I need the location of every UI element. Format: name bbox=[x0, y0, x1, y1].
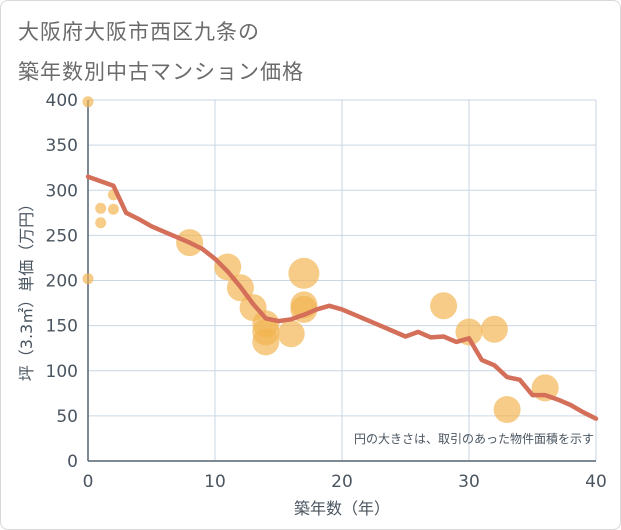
chart-title-line1: 大阪府大阪市西区九条の bbox=[18, 20, 260, 44]
y-tick-label: 400 bbox=[46, 91, 78, 111]
data-bubble bbox=[430, 292, 458, 320]
chart-title-line2: 築年数別中古マンション価格 bbox=[18, 60, 304, 84]
y-axis-title: 坪（3.3㎡）単価（万円） bbox=[17, 196, 36, 381]
y-tick-label: 300 bbox=[46, 181, 78, 201]
x-tick-label: 10 bbox=[204, 472, 226, 492]
data-bubble bbox=[107, 203, 119, 215]
trend-line bbox=[85, 174, 599, 421]
x-axis-title: 築年数（年） bbox=[294, 499, 390, 518]
size-annotation: 円の大きさは、取引のあった物件面積を示す bbox=[354, 431, 594, 446]
y-tick-label: 250 bbox=[46, 226, 78, 246]
data-bubble bbox=[82, 96, 94, 108]
x-tick-label: 20 bbox=[331, 472, 353, 492]
data-bubble bbox=[480, 315, 508, 343]
y-tick-label: 0 bbox=[67, 452, 78, 472]
data-bubble bbox=[82, 273, 94, 285]
y-tick-label: 350 bbox=[46, 136, 78, 156]
data-bubble bbox=[95, 217, 107, 229]
data-bubble bbox=[214, 253, 242, 281]
y-tick-label: 150 bbox=[46, 317, 78, 337]
data-bubble bbox=[288, 257, 320, 289]
x-tick-label: 30 bbox=[458, 472, 480, 492]
x-tick-label: 0 bbox=[83, 472, 94, 492]
data-bubble bbox=[95, 202, 107, 214]
y-tick-label: 100 bbox=[46, 362, 78, 382]
data-bubble bbox=[252, 328, 280, 356]
y-tick-label: 50 bbox=[56, 407, 78, 427]
y-tick-label: 200 bbox=[46, 272, 78, 292]
data-bubble bbox=[493, 396, 521, 424]
x-tick-label: 40 bbox=[585, 472, 607, 492]
data-bubble bbox=[277, 320, 305, 348]
